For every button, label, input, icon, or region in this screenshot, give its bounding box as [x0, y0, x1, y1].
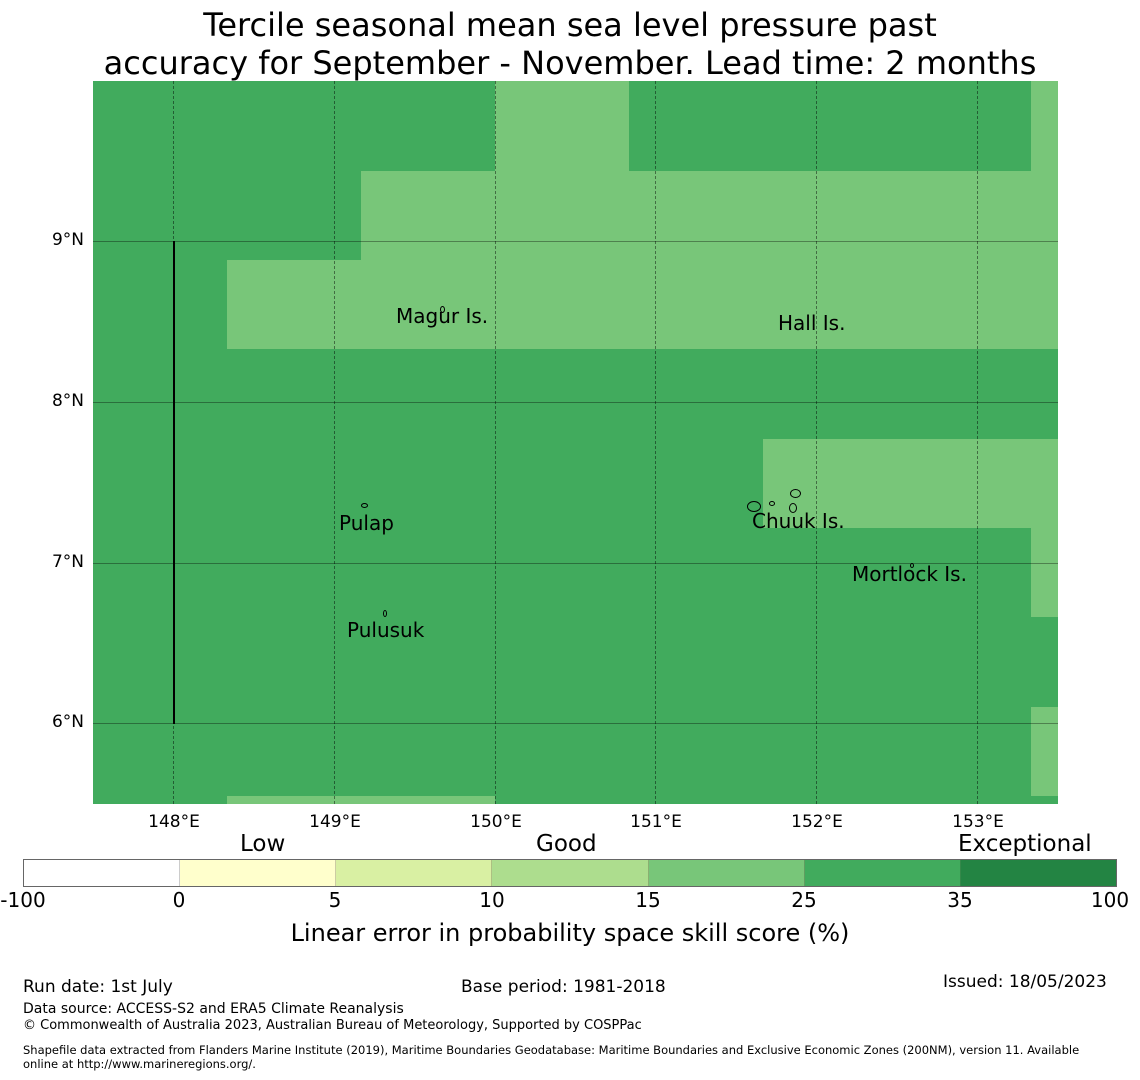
map-cell-light — [227, 796, 495, 804]
place-label-hall: Hall Is. — [778, 311, 846, 335]
place-label-mortlock: Mortlock Is. — [852, 562, 967, 586]
gridline-lat — [93, 241, 1058, 242]
title-line-2: accuracy for September - November. Lead … — [103, 44, 1037, 82]
gridline-lon — [816, 81, 817, 804]
place-label-pulap: Pulap — [339, 511, 394, 535]
map-cell-light — [361, 171, 1058, 260]
colorbar-segment — [180, 860, 337, 886]
map-cell-light — [763, 439, 1058, 528]
colorbar-segment — [336, 860, 493, 886]
pulap-island-shape — [361, 503, 368, 508]
lon-tick-label: 151°E — [630, 812, 682, 832]
colorbar-category-good: Good — [536, 831, 597, 857]
run-date: Run date: 1st July — [23, 977, 173, 997]
colorbar-tick-label: 25 — [791, 888, 817, 912]
colorbar-segment — [24, 860, 181, 886]
map-cell-light — [1031, 81, 1058, 171]
colorbar-category-low: Low — [240, 831, 286, 857]
lat-tick-label: 6°N — [51, 712, 84, 732]
colorbar-tick-label: 10 — [479, 888, 505, 912]
pulusuk-island-shape — [383, 610, 387, 617]
chuuk-island-shape — [747, 501, 761, 512]
colorbar-segment — [648, 860, 805, 886]
skill-map: Magur Is. Hall Is. Pulap Chuuk Is. Mortl… — [93, 81, 1058, 804]
map-cell-light — [495, 81, 629, 171]
colorbar-segment — [492, 860, 649, 886]
gridline-lat — [93, 723, 1058, 724]
gridline-lat — [93, 402, 1058, 403]
colorbar-tick-label: 100 — [1090, 888, 1130, 912]
gridline-lon — [495, 81, 496, 804]
shapefile-credit-line-2: online at http://www.marineregions.org/. — [23, 1057, 256, 1071]
colorbar-tick-label: 35 — [947, 888, 973, 912]
gridline-lon — [655, 81, 656, 804]
maritime-boundary-line — [173, 241, 175, 724]
colorbar-tick-label: 0 — [172, 888, 186, 912]
colorbar-segment — [960, 860, 1116, 886]
colorbar-tick-label: 15 — [635, 888, 661, 912]
colorbar-category-exceptional: Exceptional — [958, 831, 1092, 857]
lat-tick-label: 7°N — [51, 552, 84, 572]
colorbar-tick-label: 5 — [328, 888, 342, 912]
place-label-pulusuk: Pulusuk — [347, 618, 425, 642]
issued-date: Issued: 18/05/2023 — [943, 972, 1107, 992]
chuuk-island-shape — [789, 503, 797, 513]
map-cell-light — [227, 260, 1058, 349]
data-source: Data source: ACCESS-S2 and ERA5 Climate … — [23, 1001, 404, 1017]
lat-tick-label: 8°N — [51, 391, 84, 411]
lat-tick-label: 9°N — [51, 230, 84, 250]
lon-tick-label: 150°E — [470, 812, 522, 832]
place-label-chuuk: Chuuk Is. — [752, 509, 845, 533]
map-title: Tercile seasonal mean sea level pressure… — [0, 6, 1140, 82]
lon-tick-label: 148°E — [148, 812, 200, 832]
place-label-magur: Magur Is. — [396, 304, 489, 328]
colorbar-tick-label: -100 — [0, 888, 46, 912]
colorbar-label: Linear error in probability space skill … — [290, 919, 850, 947]
gridline-lon — [334, 81, 335, 804]
chuuk-island-shape — [769, 501, 775, 506]
magur-island-shape — [440, 306, 445, 313]
shapefile-credit-line-1: Shapefile data extracted from Flanders M… — [23, 1043, 1080, 1057]
mortlock-island-shape — [910, 563, 914, 568]
lon-tick-label: 153°E — [952, 812, 1004, 832]
gridline-lat — [93, 563, 1058, 564]
map-cell-light — [1031, 707, 1058, 796]
base-period: Base period: 1981-2018 — [461, 977, 666, 997]
chuuk-island-shape — [790, 489, 801, 498]
copyright: © Commonwealth of Australia 2023, Austra… — [23, 1018, 642, 1033]
title-line-1: Tercile seasonal mean sea level pressure… — [203, 6, 937, 44]
gridline-lon — [977, 81, 978, 804]
colorbar — [23, 859, 1117, 887]
map-cell-light — [1031, 528, 1058, 617]
lon-tick-label: 152°E — [791, 812, 843, 832]
colorbar-segment — [804, 860, 961, 886]
lon-tick-label: 149°E — [309, 812, 361, 832]
